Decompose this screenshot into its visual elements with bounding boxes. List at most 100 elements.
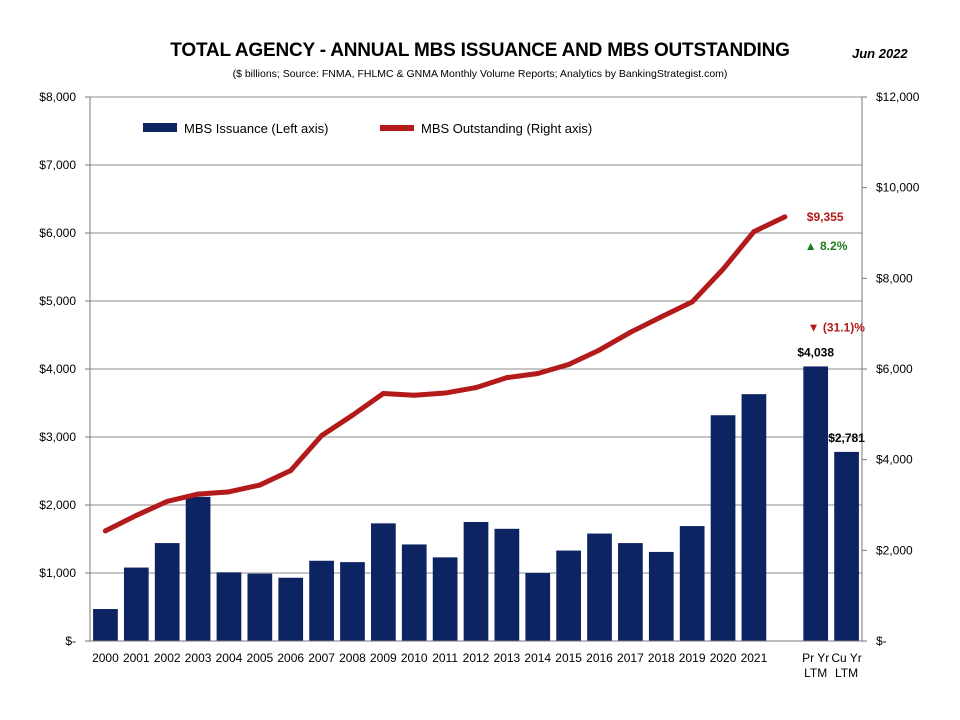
y-left-tick-label: $-	[65, 634, 76, 648]
legend-label-outstanding: MBS Outstanding (Right axis)	[421, 121, 592, 136]
y-left-tick-label: $2,000	[39, 498, 76, 512]
x-tick-label: 2016	[586, 651, 613, 665]
x-tick-label: Cu Yr LTM	[831, 651, 861, 680]
point-outstanding	[597, 347, 603, 353]
x-tick-label: 2000	[92, 651, 119, 665]
issuance-bars	[93, 366, 859, 641]
x-tick-label: 2019	[679, 651, 706, 665]
x-tick-label: 2006	[277, 651, 304, 665]
x-tick-label: 2008	[339, 651, 366, 665]
x-tick-label: 2017	[617, 651, 644, 665]
bar-issuance	[587, 533, 612, 641]
y-right-tick-label: $12,000	[876, 90, 920, 104]
point-outstanding	[102, 528, 108, 534]
bar-issuance	[494, 528, 520, 641]
y-left-tick-label: $1,000	[39, 566, 76, 580]
point-outstanding	[288, 468, 294, 474]
x-tick-label: 2020	[710, 651, 737, 665]
y-left-tick-label: $8,000	[39, 90, 76, 104]
bar-issuance	[463, 522, 489, 641]
x-tick-label: 2011	[432, 651, 458, 665]
point-outstanding	[195, 491, 201, 497]
bar-issuance	[834, 451, 859, 641]
annotation-outstanding-latest: $9,355	[807, 210, 844, 224]
y-left-tick-label: $3,000	[39, 430, 76, 444]
bar-issuance	[154, 543, 180, 641]
bar-issuance	[556, 550, 581, 641]
bar-issuance	[278, 577, 304, 641]
x-tick-label: 2005	[246, 651, 273, 665]
legend-label-issuance: MBS Issuance (Left axis)	[184, 121, 329, 136]
point-outstanding	[411, 392, 417, 398]
x-tick-label: 2010	[401, 651, 428, 665]
bar-issuance	[401, 544, 427, 641]
bar-issuance	[679, 526, 705, 641]
y-right-tick-label: $-	[876, 634, 887, 648]
y-right-tick-label: $4,000	[876, 453, 913, 467]
point-outstanding	[504, 375, 510, 381]
legend-swatch-issuance	[143, 123, 177, 132]
point-outstanding	[720, 266, 726, 272]
bar-issuance	[741, 394, 767, 641]
x-tick-label: 2012	[463, 651, 490, 665]
annotation-pr-yr-label: $4,038	[797, 345, 834, 359]
x-tick-label: 2018	[648, 651, 675, 665]
point-outstanding	[226, 489, 232, 495]
point-outstanding	[380, 390, 386, 396]
x-tick-label: 2004	[216, 651, 243, 665]
point-outstanding	[689, 299, 695, 305]
x-tick-label: 2009	[370, 651, 397, 665]
point-outstanding	[627, 329, 633, 335]
axes: $- $1,000 $2,000 $3,000 $4,000 $5,000 $6,000 $7…	[39, 90, 919, 680]
bar-issuance	[93, 609, 118, 641]
point-outstanding	[257, 482, 263, 488]
point-outstanding	[133, 512, 139, 518]
y-right-tick-label: $2,000	[876, 543, 913, 557]
x-tick-label: 2015	[555, 651, 582, 665]
y-left-tick-label: $4,000	[39, 362, 76, 376]
point-outstanding	[658, 314, 664, 320]
x-tick-label: 2001	[123, 651, 150, 665]
y-right-tick-label: $8,000	[876, 271, 913, 285]
point-outstanding	[535, 371, 541, 377]
point-outstanding	[349, 412, 355, 418]
x-tick-label: 2003	[185, 651, 212, 665]
bar-issuance	[803, 366, 829, 641]
legend: MBS Issuance (Left axis) MBS Outstanding…	[143, 121, 592, 136]
x-tick-label: 2002	[154, 651, 181, 665]
y-left-tick-label: $7,000	[39, 158, 76, 172]
x-tick-label: Pr Yr LTM	[802, 651, 829, 680]
y-left-tick-label: $5,000	[39, 294, 76, 308]
bar-issuance	[432, 557, 458, 641]
bar-issuance	[525, 573, 551, 641]
point-outstanding	[751, 229, 757, 235]
bar-issuance	[216, 572, 242, 641]
point-outstanding	[473, 385, 479, 391]
data-labels: $9,355 ▲ 8.2% ▼ (31.1)% $4,038 $2,781	[797, 210, 865, 445]
bar-issuance	[247, 573, 273, 641]
y-left-tick-label: $6,000	[39, 226, 76, 240]
annotation-cu-yr-label: $2,781	[828, 431, 865, 445]
point-outstanding	[782, 214, 788, 220]
line-outstanding	[102, 214, 788, 534]
x-tick-label: 2007	[308, 651, 335, 665]
chart-date: Jun 2022	[852, 46, 908, 61]
chart-subtitle: ($ billions; Source: FNMA, FHLMC & GNMA …	[232, 68, 728, 80]
x-tick-label: 2014	[524, 651, 551, 665]
bar-issuance	[710, 415, 736, 641]
point-outstanding	[566, 361, 572, 367]
y-right-tick-label: $6,000	[876, 362, 913, 376]
point-outstanding	[164, 498, 170, 504]
annotation-issuance-change: ▼ (31.1)%	[808, 320, 866, 334]
x-tick-label: 2013	[494, 651, 521, 665]
bar-issuance	[648, 551, 674, 641]
bar-issuance	[309, 560, 334, 641]
bar-issuance	[618, 543, 643, 641]
point-outstanding	[442, 390, 448, 396]
bar-issuance	[185, 496, 211, 641]
chart-title: TOTAL AGENCY - ANNUAL MBS ISSUANCE AND M…	[170, 40, 790, 61]
bar-issuance	[340, 562, 365, 641]
point-outstanding	[319, 433, 325, 439]
annotation-outstanding-change: ▲ 8.2%	[805, 239, 848, 253]
